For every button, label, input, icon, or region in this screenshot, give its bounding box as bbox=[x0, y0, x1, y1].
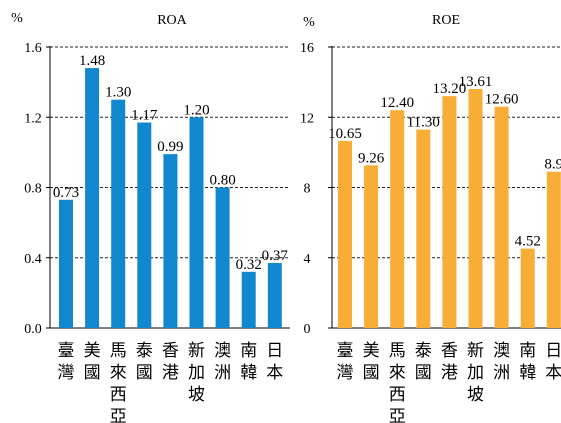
roe-bar bbox=[468, 88, 483, 329]
roa-bar bbox=[111, 99, 126, 328]
roa-category-label: 泰國 bbox=[136, 341, 153, 382]
roe-y-tick-label: 16 bbox=[300, 41, 314, 56]
roe-y-tick-label: 12 bbox=[300, 111, 314, 126]
roe-data-label: 4.52 bbox=[515, 234, 541, 250]
roe-category-label: 香港 bbox=[441, 341, 458, 382]
roe-category-label: 南韓 bbox=[519, 341, 536, 382]
roe-category-label: 泰國 bbox=[415, 341, 432, 382]
roa-y-tick-label: 0.0 bbox=[24, 322, 42, 337]
roe-data-label: 12.40 bbox=[380, 95, 414, 111]
roe-bar bbox=[520, 248, 535, 328]
roe-y-unit-label: % bbox=[303, 15, 315, 30]
roe-y-tick-label: 0 bbox=[304, 322, 311, 337]
roa-data-label: 0.80 bbox=[209, 173, 235, 189]
roa-category-label: 香港 bbox=[162, 341, 179, 382]
roa-data-label: 1.17 bbox=[131, 108, 158, 124]
roa-y-tick-label: 0.8 bbox=[24, 182, 42, 197]
roe-bar bbox=[390, 110, 405, 328]
roe-bar bbox=[442, 96, 457, 328]
roa-category-label: 馬來西亞 bbox=[110, 341, 127, 423]
roa-bar bbox=[189, 117, 204, 328]
roa-bar bbox=[59, 199, 73, 328]
roa-category-label: 新加坡 bbox=[188, 341, 205, 404]
roe-data-label: 13.61 bbox=[459, 74, 493, 90]
roa-data-label: 0.32 bbox=[236, 257, 262, 273]
roa-y-tick-label: 0.4 bbox=[24, 252, 42, 267]
roe-data-label: 8.9 bbox=[544, 157, 561, 173]
roe-bar bbox=[338, 140, 352, 328]
roe-bar bbox=[494, 106, 509, 329]
roa-data-label: 1.20 bbox=[183, 102, 209, 118]
roe-category-label: 日本 bbox=[545, 341, 561, 382]
roe-category-label: 新加坡 bbox=[467, 341, 484, 404]
roa-bar bbox=[163, 154, 178, 328]
roe-data-label: 10.65 bbox=[328, 126, 362, 142]
roe-chart-title: ROE bbox=[432, 13, 460, 28]
roe-bar bbox=[364, 165, 379, 328]
roe-bar bbox=[416, 129, 431, 328]
roe-data-label: 11.30 bbox=[407, 115, 440, 131]
roa-data-label: 0.37 bbox=[262, 248, 289, 264]
roa-bar bbox=[215, 187, 230, 328]
roe-category-label: 馬來西亞 bbox=[389, 341, 406, 423]
roa-bar bbox=[267, 263, 282, 328]
roa-y-tick-label: 1.6 bbox=[24, 41, 42, 56]
roe-data-label: 12.60 bbox=[485, 92, 519, 108]
roa-bar bbox=[85, 68, 100, 328]
roe-category-label: 澳洲 bbox=[493, 341, 510, 382]
roa-category-label: 臺灣 bbox=[58, 341, 75, 382]
roa-y-tick-label: 1.2 bbox=[24, 111, 42, 126]
roa-category-label: 澳洲 bbox=[214, 341, 231, 382]
roa-bar bbox=[241, 271, 256, 328]
roe-data-label: 13.20 bbox=[433, 81, 467, 97]
roa-data-label: 1.48 bbox=[79, 53, 105, 69]
roa-data-label: 0.73 bbox=[53, 185, 79, 201]
roa-category-label: 日本 bbox=[266, 341, 283, 382]
roa-chart-title: ROA bbox=[157, 13, 187, 28]
roa-data-label: 0.99 bbox=[157, 139, 183, 155]
roe-category-label: 臺灣 bbox=[337, 341, 354, 382]
roa-y-unit-label: % bbox=[11, 11, 23, 26]
roa-bar bbox=[137, 122, 152, 328]
roe-y-tick-label: 4 bbox=[304, 252, 311, 267]
roe-y-tick-label: 8 bbox=[304, 182, 311, 197]
roa-data-label: 1.30 bbox=[105, 85, 131, 101]
roa-category-label: 南韓 bbox=[240, 341, 257, 382]
roe-bar bbox=[546, 171, 561, 328]
roe-category-label: 美國 bbox=[363, 341, 380, 382]
roa-category-label: 美國 bbox=[84, 341, 101, 382]
roe-data-label: 9.26 bbox=[358, 150, 385, 166]
